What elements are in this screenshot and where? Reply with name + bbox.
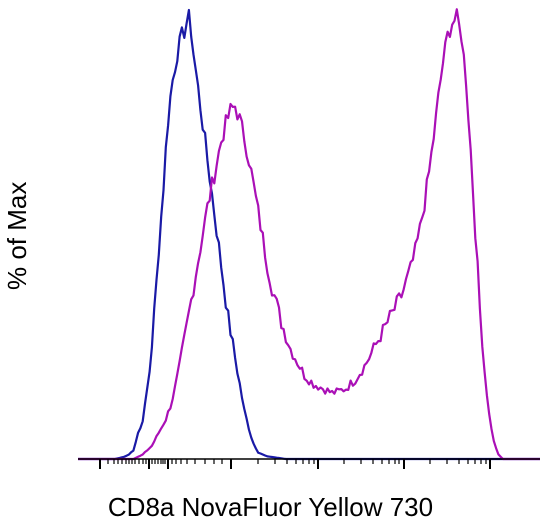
plot-area [78,8,540,461]
x-axis-title: CD8a NovaFluor Yellow 730 [107,492,434,522]
histogram-series-2 [78,8,540,461]
y-axis-title: % of Max [2,181,32,290]
x-axis-ticks [99,459,491,469]
histogram-series-1 [78,8,540,461]
